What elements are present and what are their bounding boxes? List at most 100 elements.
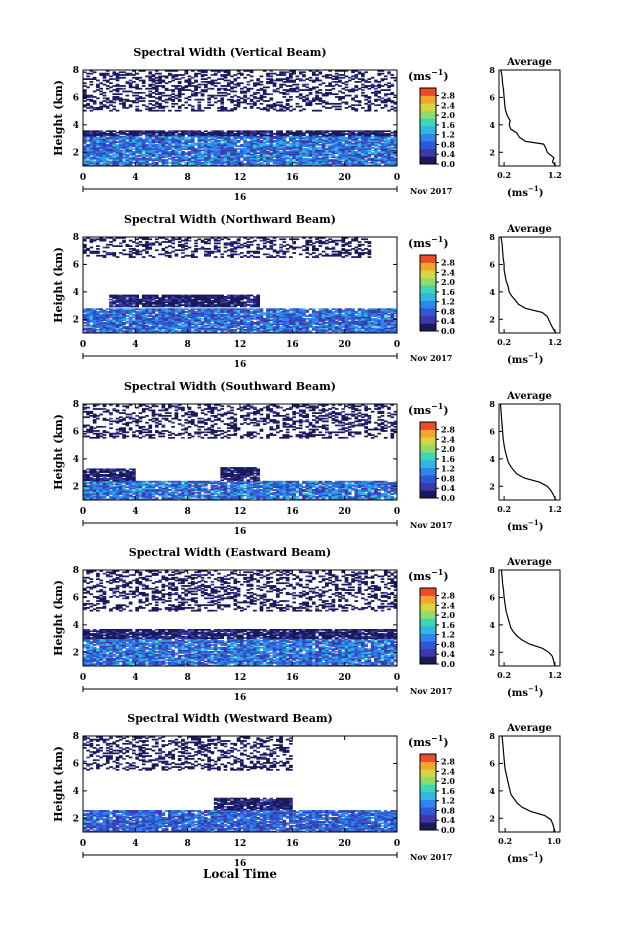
heatmap-cell [377,308,382,311]
heatmap-cell [282,160,287,163]
heatmap-cell [148,94,153,97]
heatmap-cell [321,142,326,145]
heatmap-cell [200,324,205,327]
heatmap-cell [256,79,261,82]
heatmap-cell [236,320,241,323]
heatmap-cell [217,100,221,102]
heatmap-cell [370,327,375,330]
heatmap-cell [292,326,296,328]
heatmap-cell [364,156,368,159]
heatmap-cell [115,308,120,311]
heatmap-cell [213,146,218,149]
heatmap-cell [223,153,228,156]
heatmap-cell [315,134,319,137]
heatmap-cell [305,135,310,138]
heatmap-cell [318,91,323,94]
heatmap-cell [377,313,382,316]
heatmap-cell [338,135,342,138]
heatmap-cell [380,101,385,104]
heatmap-cell [148,83,153,86]
heatmap-cell [302,155,306,157]
heatmap-cell [217,135,221,138]
heatmap-cell [138,161,143,164]
heatmap-cell [105,323,110,326]
heatmap-cell [112,317,117,320]
heatmap-cell [96,323,100,326]
heatmap-cell [220,316,225,319]
heatmap-cell [145,135,149,138]
heatmap-cell [341,153,346,156]
heatmap-cell [168,327,172,330]
heatmap-cell [115,149,120,152]
heatmap-cell [112,155,117,157]
heatmap-cell [230,75,234,78]
heatmap-cell [226,135,231,138]
heatmap-cell [334,78,339,80]
heatmap-cell [226,72,231,75]
heatmap-cell [233,94,238,97]
heatmap-cell [132,309,136,312]
heatmap-cell [305,315,310,317]
heatmap-cell [190,133,195,135]
heatmap-cell [96,138,100,141]
heatmap-cell [347,79,352,82]
heatmap-cell [200,90,205,93]
heatmap-cell [99,101,104,104]
heatmap-cell [181,159,185,161]
heatmap-cell [118,71,123,74]
heatmap-cell [210,324,215,327]
heatmap-cell [204,309,208,312]
heatmap-cell [197,323,202,326]
heatmap-cell [377,83,382,86]
heatmap-cell [190,161,195,164]
heatmap-cell [102,104,107,107]
heatmap-cell [354,109,359,112]
heatmap-cell [148,311,153,313]
heatmap-cell [128,152,133,155]
heatmap-cell [344,86,349,89]
heatmap-cell [325,155,329,157]
heatmap-cell [364,159,368,161]
heatmap-cell [295,144,300,146]
heatmap-cell [380,148,385,150]
heatmap-cell [393,146,398,149]
heatmap-cell [246,102,251,105]
heatmap-cell [354,100,359,102]
heatmap-cell [387,313,391,316]
heatmap-cell [204,134,208,137]
heatmap-cell [383,149,388,152]
heatmap-cell [298,311,303,313]
heatmap-cell [249,153,254,156]
heatmap-cell [86,72,90,75]
heatmap-cell [240,91,244,94]
heatmap-cell [187,148,192,150]
heatmap-cell [361,317,365,320]
heatmap-cell [370,319,375,322]
heatmap-cell [177,138,182,141]
heatmap-cell [328,149,332,152]
heatmap-cell [253,323,257,326]
heatmap-cell [148,138,153,141]
heatmap-cell [217,323,221,326]
heatmap-cell [334,80,339,83]
heatmap-cell [148,159,153,161]
heatmap-cell [275,320,280,323]
heatmap-cell [230,80,234,83]
heatmap-cell [210,96,215,98]
heatmap-cell [298,323,303,326]
heatmap-cell [338,317,342,320]
heatmap-cell [344,137,349,139]
heatmap-cell [122,317,126,320]
heatmap-cell [298,157,303,160]
heatmap-cell [393,159,398,161]
heatmap-cell [253,308,257,311]
heatmap-cell [190,90,195,93]
heatmap-cell [387,72,391,75]
heatmap-cell [334,320,339,323]
heatmap-cell [249,160,254,163]
heatmap-cell [370,320,375,323]
heatmap-cell [220,142,225,145]
heatmap-cell [256,316,261,319]
heatmap-cell [89,105,94,108]
heatmap-cell [92,108,97,111]
